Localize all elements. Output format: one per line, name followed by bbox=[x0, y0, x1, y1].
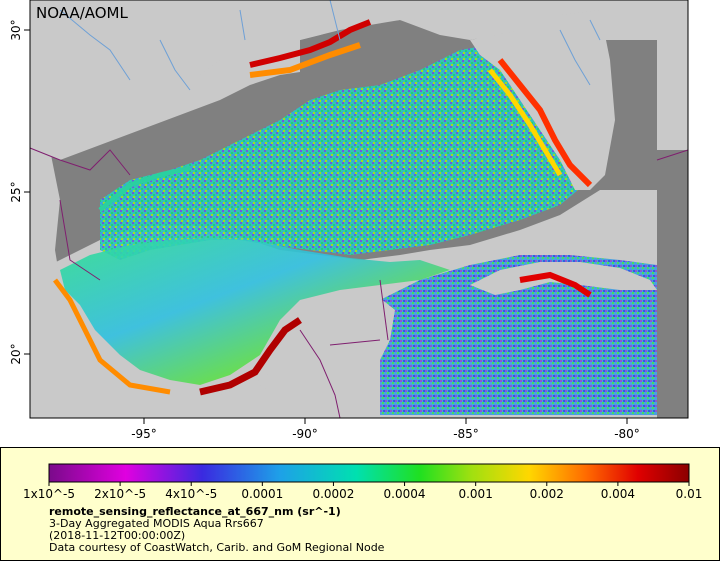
colorbar-tick-label: 0.004 bbox=[600, 487, 636, 501]
map-area: -95° -90° -85° -80° 30° 25° 20° NOAA/AOM… bbox=[9, 0, 689, 441]
legend-text: remote_sensing_reflectance_at_667_nm (sr… bbox=[49, 506, 384, 554]
colorbar-tick-label: 0.001 bbox=[458, 487, 493, 501]
lon-label-85: -85° bbox=[453, 427, 479, 441]
product-name: 3-Day Aggregated MODIS Aqua Rrs667 bbox=[49, 517, 264, 530]
us-coast-land bbox=[30, 0, 688, 145]
atlantic-no-data bbox=[657, 150, 688, 418]
cuba-coast-band bbox=[519, 271, 592, 298]
colorbar-tick-label: 4x10^-5 bbox=[165, 487, 218, 501]
map-canvas: -95° -90° -85° -80° 30° 25° 20° bbox=[9, 0, 689, 441]
lat-label-25: 25° bbox=[9, 181, 23, 202]
colorbar-tick-label: 2x10^-5 bbox=[94, 487, 147, 501]
lat-label-20: 20° bbox=[9, 343, 23, 364]
lon-label-80: -80° bbox=[614, 427, 640, 441]
colorbar-tick-label: 0.0002 bbox=[312, 487, 355, 501]
credit-label: Data courtesy of CoastWatch, Carib. and … bbox=[49, 541, 385, 554]
legend-panel: 1x10^-5 2x10^-5 4x10^-5 0.0001 0.0002 0.0004 0… bbox=[0, 447, 720, 561]
rivers bbox=[59, 0, 601, 91]
colorbar-tick-label: 0.0001 bbox=[241, 487, 284, 501]
texas-coast-band bbox=[98, 165, 191, 212]
colorbar bbox=[48, 463, 690, 486]
variable-name: remote_sensing_reflectance_at_667_nm (sr… bbox=[49, 505, 341, 518]
campeche-field bbox=[60, 238, 450, 385]
lon-label-95: -95° bbox=[131, 427, 157, 441]
mexico-land bbox=[30, 145, 265, 418]
colorbar-tick-label: 1x10^-5 bbox=[22, 487, 76, 501]
lon-label-90: -90° bbox=[292, 427, 318, 441]
mexico-coast-band bbox=[53, 278, 171, 395]
florida-land bbox=[470, 10, 615, 190]
florida-coast-band bbox=[497, 58, 593, 188]
campeche-coast-band bbox=[199, 317, 302, 396]
lat-label-30: 30° bbox=[9, 19, 23, 40]
louisiana-coast-band bbox=[249, 19, 372, 68]
colorbar-tick-label: 0.0004 bbox=[383, 487, 426, 501]
graticule-ticks bbox=[24, 29, 628, 424]
brand-label: NOAA/AOML bbox=[36, 4, 128, 22]
colorbar-tick-label: 0.01 bbox=[675, 487, 703, 501]
political-borders bbox=[29, 147, 689, 419]
colorbar-gradient bbox=[48, 463, 690, 483]
colorbar-ticks bbox=[48, 482, 690, 486]
gulf-reflectance-field bbox=[100, 45, 590, 260]
florida-coast-band-2 bbox=[488, 68, 563, 177]
louisiana-coast-band-2 bbox=[249, 42, 361, 78]
colorbar-tick-label: 0.002 bbox=[529, 487, 564, 501]
date-label: (2018-11-12T00:00:00Z) bbox=[49, 529, 186, 542]
plot-frame bbox=[29, 0, 689, 419]
